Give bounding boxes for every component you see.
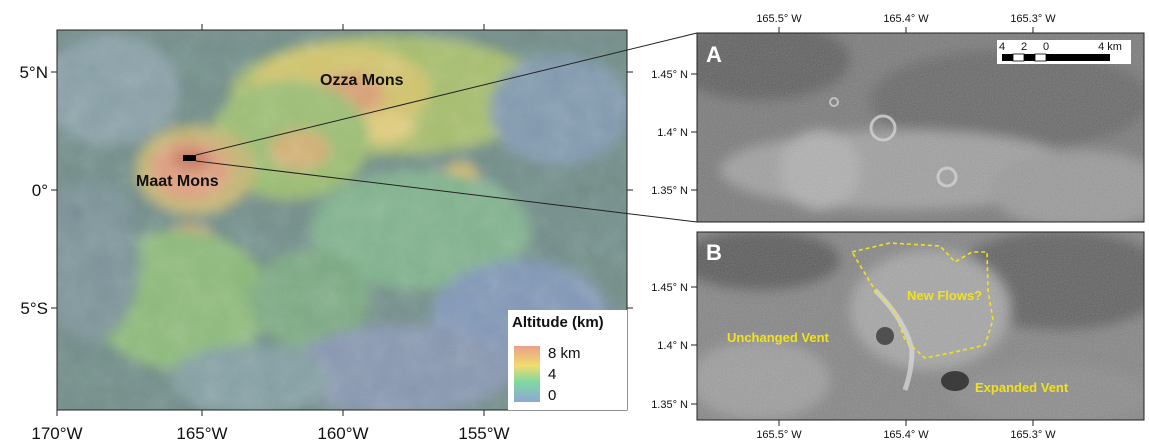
legend-label: 4 (548, 366, 556, 383)
panel-a-lon-tick: 165.5° W (756, 13, 802, 25)
lat-tick-label: 5°S (20, 299, 48, 318)
annotation-new-flows: New Flows? (907, 288, 982, 303)
study-area-marker (183, 155, 196, 161)
legend-colorbar (514, 346, 540, 402)
lon-tick-label: 155°W (458, 424, 509, 443)
altitude-legend: Altitude (km) 8 km 4 0 (508, 310, 627, 410)
panel-b-lon-tick: 165.5° W (756, 429, 802, 441)
panel-a-lat-tick: 1.4° N (657, 127, 688, 139)
panel-label-a: A (706, 42, 722, 67)
lon-tick-label: 160°W (317, 424, 368, 443)
panel-a: A 4 2 0 4 km 165.5° W 165.4° W 165.3° W … (651, 13, 1145, 223)
panel-b-lat-tick: 1.35° N (651, 399, 688, 411)
annotation-expanded-vent: Expanded Vent (975, 380, 1069, 395)
panel-a-lat-tick: 1.45° N (651, 69, 688, 81)
scale-bar: 4 2 0 4 km (997, 40, 1131, 64)
lon-tick-label: 165°W (176, 424, 227, 443)
overview-map: 5°N 0° 5°S 170°W 165°W 160°W 155°W Ozza … (19, 24, 633, 443)
legend-label: 8 km (548, 345, 581, 362)
panel-b: B New Flows? Unchanged Vent Expanded Ven… (651, 231, 1145, 441)
panel-b-lon-tick: 165.3° W (1010, 429, 1056, 441)
feature-label-maat-mons: Maat Mons (136, 173, 219, 190)
scale-bar-label: 4 km (1098, 41, 1122, 53)
panel-b-lon-tick: 165.4° W (883, 429, 929, 441)
scale-bar-label: 2 (1021, 41, 1027, 53)
panel-label-b: B (706, 240, 722, 265)
lat-tick-label: 5°N (19, 63, 48, 82)
panel-a-lon-tick: 165.4° W (883, 13, 929, 25)
lon-tick-label: 170°W (31, 424, 82, 443)
annotation-unchanged-vent: Unchanged Vent (727, 330, 830, 345)
feature-label-ozza-mons: Ozza Mons (320, 72, 404, 89)
lat-tick-label: 0° (32, 181, 48, 200)
panel-a-lon-tick: 165.3° W (1010, 13, 1056, 25)
panel-a-lat-tick: 1.35° N (651, 185, 688, 197)
scale-bar-label: 0 (1043, 41, 1049, 53)
panel-b-lat-tick: 1.45° N (651, 282, 688, 294)
panel-b-lat-tick: 1.4° N (657, 340, 688, 352)
legend-title: Altitude (km) (512, 314, 604, 331)
legend-label: 0 (548, 387, 556, 404)
inset-connector-lines (195, 32, 698, 223)
scale-bar-label: 4 (999, 41, 1005, 53)
